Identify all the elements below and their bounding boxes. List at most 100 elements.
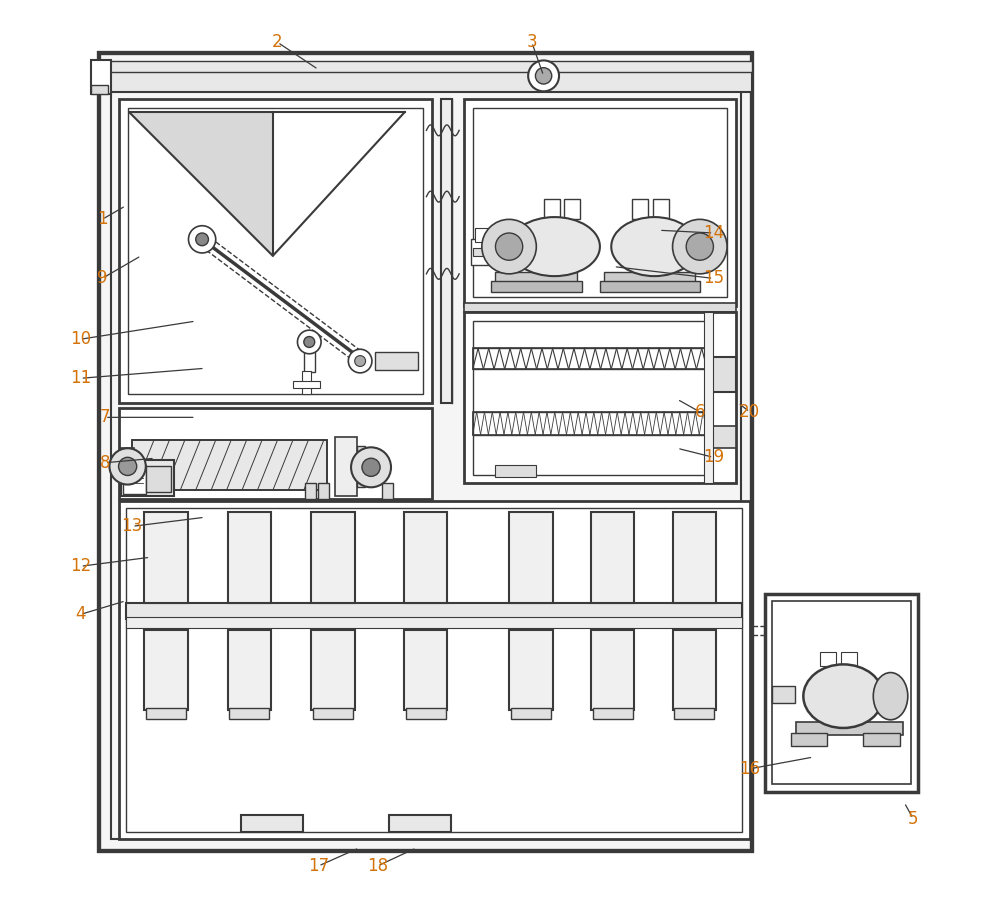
Bar	[464, 312, 736, 483]
Bar	[313, 708, 353, 719]
Text: 7: 7	[100, 408, 110, 426]
Bar	[604, 272, 695, 283]
Bar	[99, 69, 752, 92]
Bar	[772, 686, 795, 702]
Bar	[653, 200, 669, 220]
Bar	[471, 240, 496, 265]
Bar	[441, 98, 452, 403]
Bar	[673, 630, 716, 710]
Circle shape	[482, 220, 536, 274]
Bar	[144, 630, 188, 710]
Bar	[119, 501, 750, 839]
Ellipse shape	[803, 664, 883, 728]
Circle shape	[362, 458, 380, 476]
Text: 14: 14	[703, 224, 724, 242]
Bar	[302, 371, 311, 394]
Bar	[473, 348, 707, 369]
Bar	[473, 412, 707, 435]
Bar	[119, 98, 432, 403]
Circle shape	[109, 448, 146, 485]
Bar	[293, 381, 320, 388]
Bar	[119, 408, 432, 499]
Bar	[796, 722, 903, 735]
Bar	[382, 483, 393, 499]
Bar	[126, 603, 742, 619]
Text: 9: 9	[97, 270, 107, 287]
Text: 1: 1	[97, 210, 108, 229]
Ellipse shape	[873, 672, 908, 720]
Bar	[404, 630, 447, 710]
Bar	[146, 708, 186, 719]
Ellipse shape	[509, 217, 600, 276]
Text: 3: 3	[526, 34, 537, 51]
Bar	[99, 61, 752, 72]
Bar	[473, 249, 491, 256]
Bar	[404, 512, 447, 603]
Bar	[228, 630, 271, 710]
Text: 4: 4	[75, 606, 86, 623]
Text: 2: 2	[272, 34, 283, 51]
Circle shape	[188, 226, 216, 253]
Bar	[473, 348, 707, 369]
Bar	[863, 733, 900, 746]
Bar	[711, 425, 736, 448]
Bar	[841, 651, 857, 666]
Bar	[126, 617, 742, 628]
Circle shape	[119, 457, 137, 476]
Bar	[509, 512, 553, 603]
Bar	[128, 107, 423, 394]
Bar	[121, 460, 174, 496]
Bar	[544, 200, 560, 220]
Circle shape	[196, 233, 208, 246]
Bar	[120, 448, 134, 485]
Bar	[389, 815, 451, 832]
Text: 11: 11	[70, 369, 91, 387]
Bar	[495, 466, 536, 477]
Ellipse shape	[611, 217, 698, 276]
Bar	[473, 321, 707, 476]
Bar	[406, 708, 446, 719]
Bar	[593, 708, 633, 719]
Circle shape	[297, 330, 321, 353]
Bar	[791, 733, 827, 746]
Bar	[123, 465, 146, 494]
Text: 5: 5	[908, 810, 918, 828]
Polygon shape	[129, 112, 273, 256]
Bar	[132, 440, 327, 490]
Bar	[820, 651, 836, 666]
Bar	[564, 200, 580, 220]
Bar	[99, 53, 752, 851]
Bar	[600, 281, 700, 292]
Text: 20: 20	[739, 403, 760, 421]
Bar	[241, 815, 303, 832]
Bar	[311, 512, 355, 603]
Bar	[673, 512, 716, 603]
Bar	[99, 53, 752, 851]
Circle shape	[535, 67, 552, 84]
Circle shape	[673, 220, 727, 274]
Text: 8: 8	[100, 454, 110, 472]
Text: 19: 19	[703, 448, 724, 466]
Circle shape	[528, 60, 559, 91]
Text: 16: 16	[739, 760, 760, 778]
Circle shape	[348, 349, 372, 373]
Bar	[304, 342, 315, 372]
Text: 13: 13	[122, 517, 143, 536]
Bar	[711, 357, 736, 392]
Circle shape	[304, 336, 315, 347]
Bar	[591, 512, 634, 603]
Bar	[318, 483, 329, 499]
Text: 18: 18	[367, 857, 388, 875]
Bar	[91, 59, 111, 94]
Bar	[228, 512, 271, 603]
Bar	[311, 630, 355, 710]
Text: 12: 12	[70, 558, 91, 576]
Text: 17: 17	[308, 857, 329, 875]
Bar	[765, 594, 918, 792]
Bar	[495, 272, 577, 283]
Bar	[146, 466, 171, 492]
Bar	[144, 512, 188, 603]
Circle shape	[495, 233, 523, 261]
Bar	[111, 65, 741, 839]
Bar	[772, 601, 911, 784]
